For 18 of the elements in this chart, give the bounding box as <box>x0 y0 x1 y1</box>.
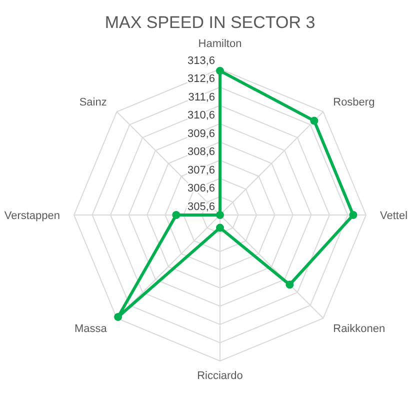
chart-title: MAX SPEED IN SECTOR 3 <box>104 13 316 32</box>
y-tick-label: 305,6 <box>187 200 215 213</box>
y-tick-label: 310,6 <box>187 110 215 122</box>
y-tick-label: 308,6 <box>187 146 215 158</box>
spoke-label: Rosberg <box>333 96 375 109</box>
spoke-label: Hamilton <box>198 38 242 50</box>
spoke-label: Sainz <box>79 96 107 109</box>
spoke-label: Raikkonen <box>333 322 386 335</box>
spoke-label: Massa <box>74 322 108 335</box>
spoke-label: Vettel <box>380 210 408 222</box>
y-tick-label: 313,6 <box>187 54 215 67</box>
y-tick-label: 309,6 <box>187 128 215 140</box>
spoke-label: Verstappen <box>4 210 60 222</box>
y-tick-label: 307,6 <box>187 164 215 176</box>
spoke-label: Ricciardo <box>197 370 243 382</box>
y-tick-label: 312,6 <box>187 73 215 86</box>
y-tick-label: 311,6 <box>188 91 215 104</box>
y-tick-label: 306,6 <box>187 182 215 195</box>
